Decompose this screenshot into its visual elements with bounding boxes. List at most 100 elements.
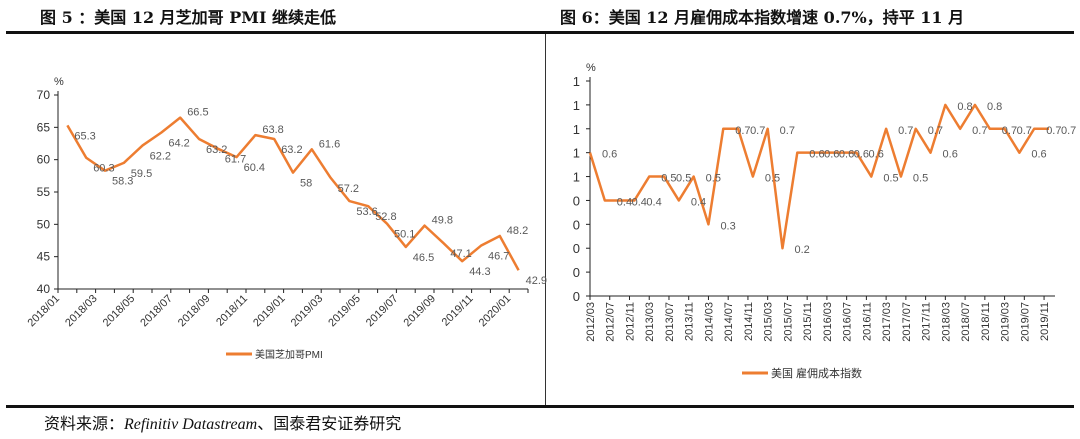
source-prefix: 资料来源： bbox=[44, 414, 125, 433]
source-note: 资料来源：Refinitiv Datastream、国泰君安证券研究 bbox=[44, 410, 401, 434]
data-label: 0.6 bbox=[602, 149, 617, 161]
data-label: 53.6 bbox=[356, 206, 377, 218]
data-label: 58.3 bbox=[112, 176, 133, 188]
y-unit-label: % bbox=[54, 76, 64, 88]
y-tick-label: 55 bbox=[37, 185, 51, 199]
data-label: 0.5 bbox=[765, 173, 780, 185]
data-label: 64.2 bbox=[168, 138, 189, 150]
x-tick-label: 2019/11 bbox=[1039, 302, 1051, 341]
data-label: 0.6 bbox=[869, 149, 884, 161]
x-tick-label: 2019/07 bbox=[364, 293, 401, 330]
data-label: 63.2 bbox=[206, 144, 227, 156]
data-label: 0.6 bbox=[1031, 149, 1046, 161]
y-tick-label: 1 bbox=[573, 98, 580, 113]
source-name: Refinitiv Datastream bbox=[124, 416, 258, 433]
data-label: 42.9 bbox=[526, 275, 547, 287]
data-label: 0.8 bbox=[987, 101, 1002, 113]
x-tick-label: 2019/09 bbox=[402, 293, 439, 330]
x-tick-label: 2020/01 bbox=[477, 293, 514, 330]
y-tick-label: 70 bbox=[37, 88, 51, 102]
data-label: 0.3 bbox=[720, 220, 735, 232]
data-label: 63.2 bbox=[281, 144, 302, 156]
data-label: 66.5 bbox=[187, 107, 208, 119]
x-tick-label: 2019/01 bbox=[251, 293, 288, 330]
x-tick-label: 2017/07 bbox=[901, 302, 913, 342]
y-tick-label: 1 bbox=[573, 146, 580, 161]
y-tick-label: 1 bbox=[573, 74, 580, 89]
data-label: 0.5 bbox=[706, 173, 721, 185]
data-label: 47.1 bbox=[450, 248, 471, 260]
x-tick-label: 2012/11 bbox=[624, 302, 636, 341]
data-label: 0.4 bbox=[691, 196, 706, 208]
data-label: 0.5 bbox=[883, 173, 898, 185]
data-label: 0.5 bbox=[913, 173, 928, 185]
legend-label: 美国芝加哥PMI bbox=[255, 348, 323, 361]
data-label: 48.2 bbox=[507, 225, 528, 237]
x-tick-label: 2016/11 bbox=[861, 302, 873, 341]
y-tick-label: 0 bbox=[573, 193, 580, 208]
right-chart-title: 图 6：美国 12 月雇佣成本指数增速 0.7%，持平 11 月 bbox=[560, 8, 965, 27]
x-tick-label: 2019/07 bbox=[1019, 302, 1031, 342]
data-label: 0.5 bbox=[676, 173, 691, 185]
y-tick-label: 0 bbox=[573, 265, 580, 280]
x-tick-label: 2014/11 bbox=[743, 302, 755, 341]
data-label: 0.7 bbox=[972, 125, 987, 137]
x-tick-label: 2015/03 bbox=[763, 302, 775, 342]
data-label: 0.7 bbox=[1017, 125, 1032, 137]
x-tick-label: 2017/03 bbox=[881, 302, 893, 342]
x-tick-label: 2019/03 bbox=[289, 293, 326, 330]
x-tick-label: 2017/11 bbox=[921, 302, 933, 341]
y-tick-label: 60 bbox=[37, 153, 51, 167]
data-label: 46.7 bbox=[488, 251, 509, 263]
bottom-rule bbox=[6, 405, 1074, 408]
data-label: 65.3 bbox=[74, 130, 95, 142]
data-label: 0.6 bbox=[943, 149, 958, 161]
x-tick-label: 2016/03 bbox=[822, 302, 834, 342]
data-label: 0.7 bbox=[1061, 125, 1076, 137]
data-label: 57.2 bbox=[338, 183, 359, 195]
data-label: 0.7 bbox=[898, 125, 913, 137]
x-tick-label: 2016/07 bbox=[842, 302, 854, 342]
y-tick-label: 65 bbox=[37, 120, 51, 134]
eci-line bbox=[588, 103, 1049, 250]
data-label: 50.1 bbox=[394, 229, 415, 241]
x-tick-label: 2018/01 bbox=[26, 293, 63, 330]
x-tick-label: 2018/11 bbox=[980, 302, 992, 341]
y-tick-label: 45 bbox=[37, 250, 51, 264]
x-tick-label: 2019/03 bbox=[1000, 302, 1012, 342]
data-label: 0.8 bbox=[957, 101, 972, 113]
data-label: 0.7 bbox=[1002, 125, 1017, 137]
x-tick-label: 2013/11 bbox=[684, 302, 696, 341]
data-label: 58 bbox=[300, 178, 312, 190]
y-unit-label: % bbox=[586, 62, 596, 74]
y-tick-label: 0 bbox=[573, 289, 580, 304]
x-tick-label: 2014/03 bbox=[703, 302, 715, 342]
data-label: 0.6 bbox=[839, 149, 854, 161]
data-label: 60.3 bbox=[93, 163, 114, 175]
data-label: 59.5 bbox=[131, 168, 152, 180]
data-label: 0.7 bbox=[750, 125, 765, 137]
data-label: 61.7 bbox=[225, 154, 246, 166]
data-label: 44.3 bbox=[469, 266, 490, 278]
data-label: 0.4 bbox=[646, 196, 661, 208]
x-tick-label: 2019/05 bbox=[326, 293, 363, 330]
x-tick-label: 2018/03 bbox=[940, 302, 952, 342]
y-tick-label: 50 bbox=[37, 217, 51, 231]
data-label: 52.8 bbox=[375, 211, 396, 223]
x-tick-label: 2018/03 bbox=[63, 293, 100, 330]
data-label: 0.2 bbox=[794, 244, 809, 256]
x-tick-label: 2012/03 bbox=[585, 302, 597, 342]
legend-label: 美国 雇佣成本指数 bbox=[771, 366, 862, 380]
x-tick-label: 2018/07 bbox=[960, 302, 972, 342]
y-tick-label: 1 bbox=[573, 122, 580, 137]
x-tick-label: 2018/07 bbox=[138, 293, 175, 330]
x-tick-label: 2013/07 bbox=[664, 302, 676, 342]
y-tick-label: 0 bbox=[573, 241, 580, 256]
data-label: 46.5 bbox=[413, 252, 434, 264]
y-tick-label: 1 bbox=[573, 170, 580, 185]
source-suffix: 、国泰君安证券研究 bbox=[257, 414, 402, 433]
top-rule bbox=[6, 31, 1074, 34]
data-label: 0.7 bbox=[928, 125, 943, 137]
pmi-line bbox=[66, 116, 520, 271]
